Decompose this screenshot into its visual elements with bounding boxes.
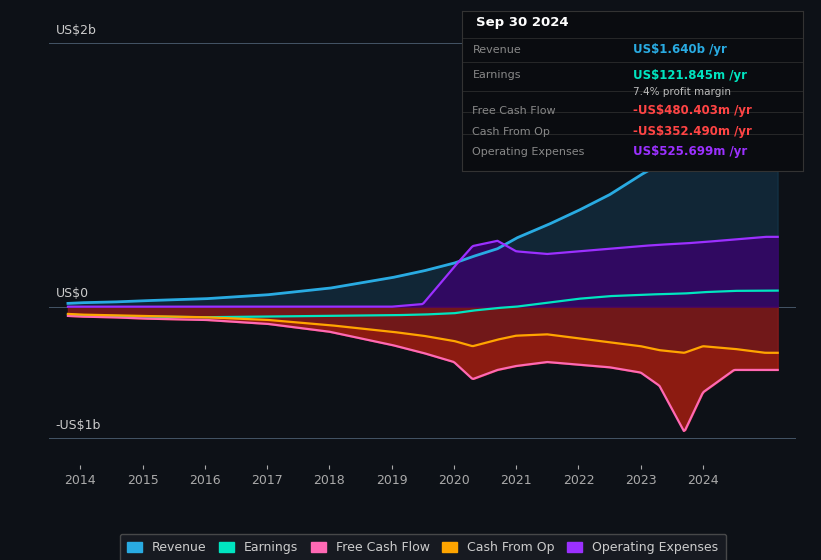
Text: Revenue: Revenue [472, 44, 521, 54]
Text: US$525.699m /yr: US$525.699m /yr [632, 145, 747, 158]
Text: Operating Expenses: Operating Expenses [472, 147, 585, 157]
Legend: Revenue, Earnings, Free Cash Flow, Cash From Op, Operating Expenses: Revenue, Earnings, Free Cash Flow, Cash … [120, 534, 726, 560]
Text: US$121.845m /yr: US$121.845m /yr [632, 68, 746, 82]
Text: Free Cash Flow: Free Cash Flow [472, 106, 556, 116]
Text: -US$352.490m /yr: -US$352.490m /yr [632, 125, 751, 138]
Text: Sep 30 2024: Sep 30 2024 [476, 16, 568, 29]
Text: -US$480.403m /yr: -US$480.403m /yr [632, 105, 751, 118]
Text: Cash From Op: Cash From Op [472, 127, 550, 137]
Text: -US$1b: -US$1b [56, 419, 101, 432]
Text: 7.4% profit margin: 7.4% profit margin [632, 87, 731, 97]
Text: US$2b: US$2b [56, 24, 96, 36]
Text: Earnings: Earnings [472, 70, 521, 80]
Text: US$0: US$0 [56, 287, 89, 300]
Text: US$1.640b /yr: US$1.640b /yr [632, 43, 727, 56]
